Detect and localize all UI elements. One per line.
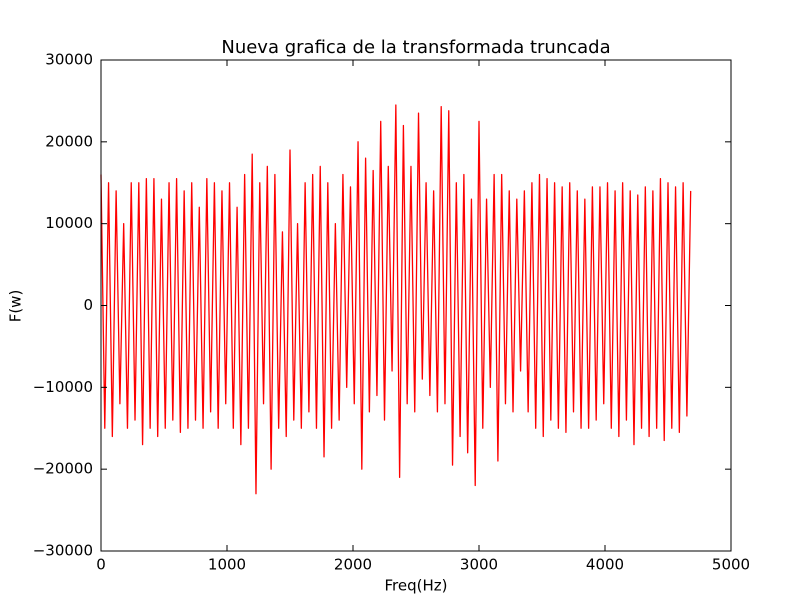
x-tick-label: 1000 [208, 556, 246, 574]
y-tick-label: 0 [83, 296, 93, 314]
x-tick-label: 4000 [586, 556, 624, 574]
y-tick-label: 20000 [45, 132, 93, 150]
y-tick-label: −30000 [33, 542, 93, 560]
x-axis-label: Freq(Hz) [385, 577, 448, 595]
y-tick-label: −20000 [33, 460, 93, 478]
x-tick-label: 3000 [460, 556, 498, 574]
x-tick-label: 5000 [712, 556, 750, 574]
x-tick-label: 0 [96, 556, 106, 574]
y-tick-label: 10000 [45, 214, 93, 232]
chart-title: Nueva grafica de la transformada truncad… [221, 37, 610, 58]
y-tick-label: −10000 [33, 378, 93, 396]
y-axis-label: F(w) [7, 290, 25, 323]
x-tick-label: 2000 [334, 556, 372, 574]
y-tick-label: 30000 [45, 51, 93, 69]
data-line [100, 104, 692, 495]
